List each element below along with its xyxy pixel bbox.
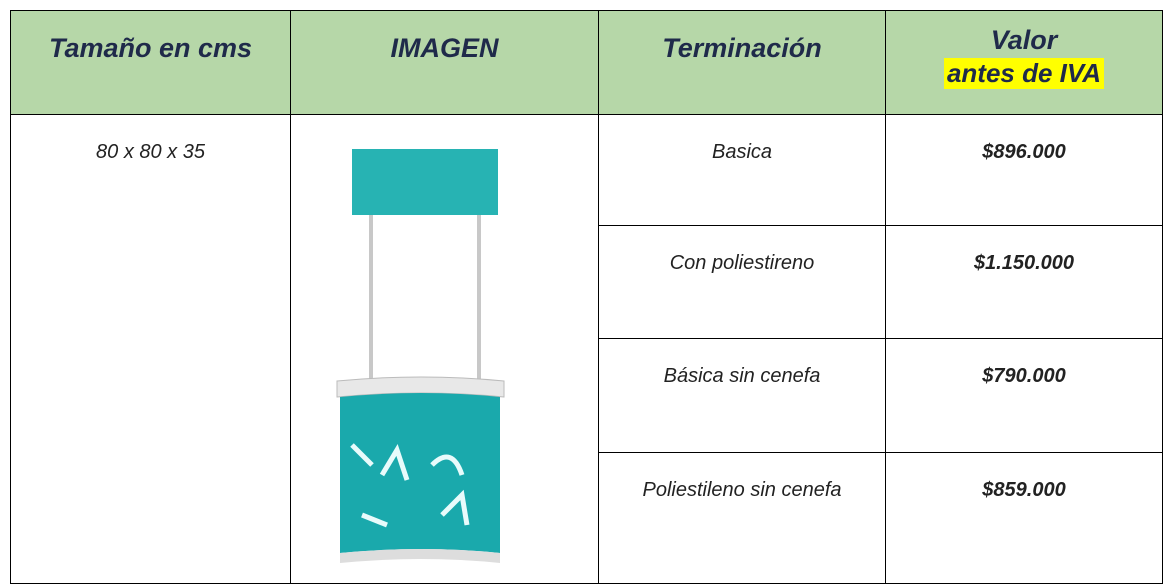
header-text: Valor bbox=[990, 25, 1058, 55]
cell-text: Basica bbox=[711, 141, 773, 163]
kiosk-base bbox=[339, 549, 500, 563]
cell: Poliestileno sin cenefa bbox=[598, 451, 886, 585]
kiosk-pole bbox=[476, 215, 481, 380]
kiosk-body bbox=[339, 393, 500, 553]
kiosk-image bbox=[336, 149, 504, 563]
header-row: Tamaño en cms IMAGEN Terminación Valor an… bbox=[10, 10, 1163, 115]
header-text: Tamaño en cms bbox=[48, 33, 253, 63]
kiosk-top bbox=[336, 376, 504, 398]
highlight-text: antes de IVA bbox=[943, 58, 1105, 89]
header-cell: Tamaño en cms bbox=[10, 10, 291, 115]
cell: $896.000 bbox=[885, 114, 1163, 226]
cell: $790.000 bbox=[885, 337, 1163, 453]
header-cell: IMAGEN bbox=[290, 10, 599, 115]
cell: $1.150.000 bbox=[885, 224, 1163, 339]
cell-text: $1.150.000 bbox=[973, 251, 1075, 274]
cell-text: Básica sin cenefa bbox=[663, 364, 821, 387]
kiosk-decor bbox=[349, 443, 469, 528]
cell-text: Con poliestireno bbox=[669, 251, 815, 274]
cell-text: $896.000 bbox=[982, 141, 1066, 163]
price-table: Tamaño en cms IMAGEN Terminación Valor an… bbox=[10, 10, 1163, 585]
header-text: Terminación bbox=[662, 33, 822, 63]
cell-text: $790.000 bbox=[982, 364, 1066, 387]
size-cell: 80 x 80 x 35 bbox=[10, 114, 291, 584]
image-cell bbox=[290, 114, 599, 584]
header-cell: Terminación bbox=[598, 10, 886, 115]
cell: Basica bbox=[598, 114, 886, 226]
cell-text: Poliestileno sin cenefa bbox=[642, 478, 842, 501]
cell: Con poliestireno bbox=[598, 224, 886, 339]
kiosk-header bbox=[351, 149, 498, 215]
size-text: 80 x 80 x 35 bbox=[96, 141, 205, 163]
header-cell: Valor antes de IVA bbox=[885, 10, 1163, 115]
row: Poliestileno sin cenefa $859.000 bbox=[11, 451, 1163, 585]
row: Básica sin cenefa $790.000 bbox=[11, 337, 1163, 453]
row: 80 x 80 x 35 Basica $896.000 bbox=[10, 114, 1163, 584]
cell: $859.000 bbox=[885, 451, 1163, 585]
kiosk-pole bbox=[368, 215, 373, 380]
header-text: IMAGEN bbox=[390, 33, 499, 63]
cell: Básica sin cenefa bbox=[598, 337, 886, 453]
cell-text: $859.000 bbox=[982, 478, 1066, 501]
